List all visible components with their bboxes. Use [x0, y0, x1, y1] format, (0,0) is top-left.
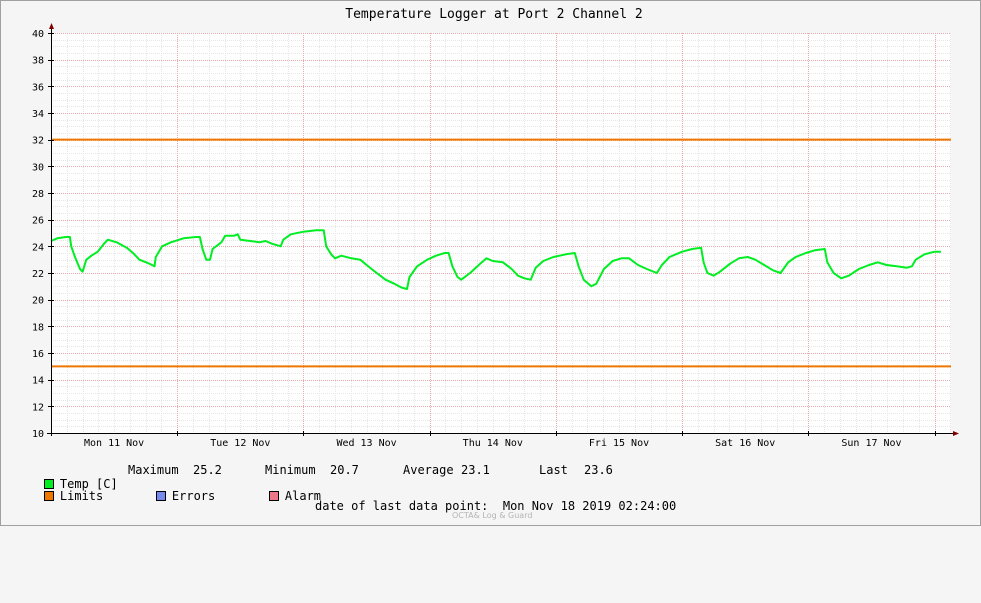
y-tick-label: 16: [32, 349, 44, 360]
minor-grid: [51, 33, 951, 433]
legend-max-value: 25.2: [193, 463, 222, 477]
x-tick-label: Sun 17 Nov: [841, 438, 901, 449]
alarm-swatch: [268, 490, 279, 501]
y-tick-label: 14: [32, 376, 44, 387]
y-tick-label: 18: [32, 322, 44, 333]
y-tick-label: 24: [32, 242, 44, 253]
legend-avg-value: 23.1: [461, 463, 490, 477]
series-layer: [50, 229, 941, 290]
y-tick-label: 26: [32, 216, 44, 227]
legend-row-status: Limits Errors Alarm: [15, 475, 321, 503]
temp-swatch: [43, 478, 54, 489]
y-tick-label: 30: [32, 162, 44, 173]
x-tick-label: Fri 15 Nov: [589, 438, 649, 449]
temp-series-line: [50, 229, 941, 290]
x-axis-arrow: [953, 431, 959, 436]
legend-errors-label: Errors: [171, 489, 216, 503]
legend-limits: Limits: [15, 475, 103, 517]
limit-lines: [51, 138, 951, 368]
y-tick-label: 36: [32, 82, 44, 93]
legend-avg-label: Average: [403, 463, 454, 477]
legend-errors: Errors: [127, 475, 215, 517]
chart-title: Temperature Logger at Port 2 Channel 2: [345, 7, 642, 22]
legend-alarm-label: Alarm: [284, 489, 322, 503]
y-tick-label: 10: [32, 429, 44, 440]
legend-min-label: Minimum: [265, 463, 316, 477]
y-axis-arrow: [49, 23, 54, 29]
legend-max-label: Maximum: [128, 463, 179, 477]
y-tick-label: 22: [32, 269, 44, 280]
x-tick-labels: Mon 11 Nov Tue 12 Nov Wed 13 Nov Thu 14 Nov…: [84, 438, 902, 449]
legend-min-value: 20.7: [330, 463, 359, 477]
errors-swatch: [155, 490, 166, 501]
chart-svg: Temperature Logger at Port 2 Channel 2 1…: [32, 7, 959, 449]
legend-temp-label: Temp [C]: [59, 477, 118, 491]
limits-swatch: [43, 490, 54, 501]
x-tick-label: Thu 14 Nov: [463, 438, 523, 449]
watermark: OCTA& Log & Guard: [452, 511, 533, 520]
legend-limits-label: Limits: [59, 489, 104, 503]
legend-last-value: 23.6: [584, 463, 613, 477]
y-tick-label: 32: [32, 136, 44, 147]
y-tick-label: 12: [32, 402, 44, 413]
y-tick-label: 28: [32, 189, 44, 200]
y-tick-label: 38: [32, 56, 44, 67]
last-data-point-text: date of last data point: Mon Nov 18 2019…: [315, 499, 677, 513]
x-tick-label: Wed 13 Nov: [336, 438, 396, 449]
x-tick-label: Sat 16 Nov: [715, 438, 775, 449]
legend-row-stats: Temp [C] Maximum 25.2 Minimum 20.7 Avera…: [15, 463, 613, 491]
y-tick-labels: 10 12 14 16 18 20 22 24 26 28 30 32 34 36 38 40: [32, 29, 44, 440]
legend-last-label: Last: [539, 463, 568, 477]
y-tick-label: 34: [32, 109, 44, 120]
x-tick-label: Tue 12 Nov: [210, 438, 270, 449]
x-tick-label: Mon 11 Nov: [84, 438, 144, 449]
legend-alarm: Alarm: [240, 475, 321, 517]
axes: [47, 23, 959, 436]
legend-temp: Temp [C]: [15, 463, 118, 505]
y-tick-label: 20: [32, 296, 44, 307]
y-tick-label: 40: [32, 29, 44, 40]
